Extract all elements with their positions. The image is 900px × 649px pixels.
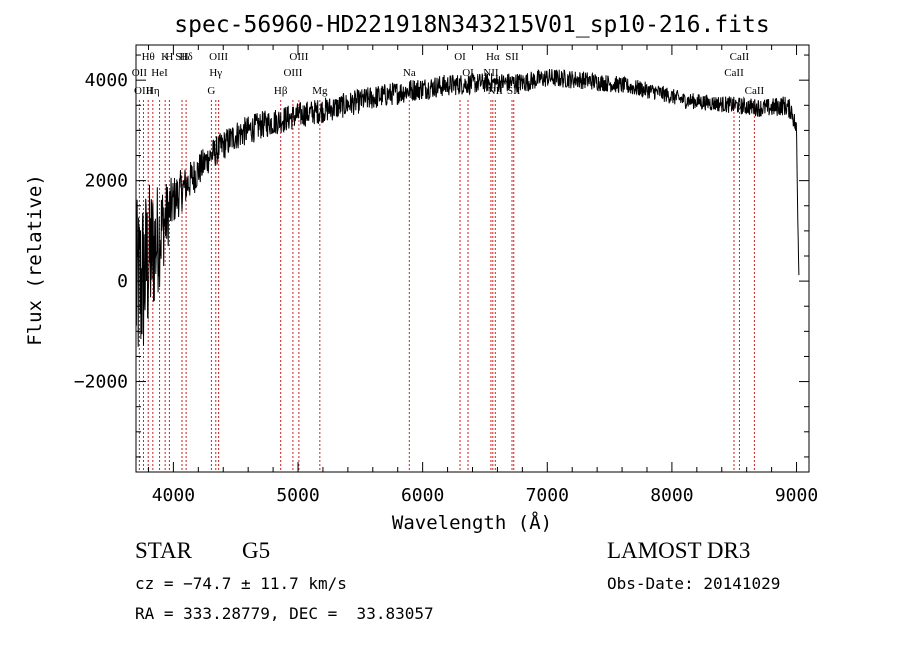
y-tick-label: 0 xyxy=(117,271,128,292)
line-marker-label: OIII xyxy=(209,51,228,63)
line-marker-label: CaII xyxy=(730,51,750,63)
line-marker-label: SII xyxy=(175,51,189,63)
line-marker-label: Hθ xyxy=(142,51,155,63)
line-marker-label: SII xyxy=(505,51,519,63)
x-tick-label: 6000 xyxy=(401,485,444,506)
y-axis-label: Flux (relative) xyxy=(24,174,46,346)
y-axis: −2000 0 2000 4000 xyxy=(74,54,809,458)
line-marker-label: Mg xyxy=(312,85,328,97)
y-tick-label: 4000 xyxy=(85,70,128,91)
x-tick-label: 9000 xyxy=(775,485,818,506)
redshift-text: cz = −74.7 ± 11.7 km/s xyxy=(135,574,347,593)
line-marker-label: CaII xyxy=(724,67,744,79)
line-marker-label: Hα xyxy=(486,51,500,63)
line-marker-label: OIII xyxy=(289,51,308,63)
line-marker-label: OIII xyxy=(134,85,153,97)
line-marker-label: CaII xyxy=(745,85,765,97)
coordinates: RA = 333.28779, DEC = 33.83057 xyxy=(135,604,434,623)
line-marker-label: OIII xyxy=(283,67,302,79)
obs-date: Obs-Date: 20141029 xyxy=(607,574,781,593)
chart-title: spec-56960-HD221918N343215V01_sp10-216.f… xyxy=(174,12,769,38)
line-marker-label: OI xyxy=(462,67,474,79)
x-axis-label: Wavelength (Å) xyxy=(392,511,552,534)
line-marker-label: K xyxy=(161,51,169,63)
plot-frame xyxy=(135,44,810,473)
x-tick-label: 8000 xyxy=(650,485,693,506)
spectrum-line xyxy=(135,68,800,347)
x-axis: 4000 5000 6000 7000 8000 9000 xyxy=(147,45,818,506)
line-marker-label: Hη xyxy=(146,85,160,97)
line-marker-label: OI xyxy=(454,51,466,63)
line-marker-label: Na xyxy=(403,67,416,79)
x-tick-label: 7000 xyxy=(526,485,569,506)
object-class: STAR xyxy=(135,538,192,563)
subclass: G5 xyxy=(242,538,271,563)
line-marker-label: G xyxy=(207,85,215,97)
line-marker-label: Hβ xyxy=(274,85,288,97)
spectrum-layer xyxy=(135,68,800,347)
x-tick-label: 5000 xyxy=(276,485,319,506)
y-tick-label: 2000 xyxy=(85,171,128,192)
line-marker-label: H xyxy=(165,51,173,63)
line-marker-label: Hγ xyxy=(209,67,222,79)
y-tick-label: −2000 xyxy=(74,372,128,393)
line-marker-label: HeI xyxy=(151,67,168,79)
x-tick-label: 4000 xyxy=(152,485,195,506)
line-marker-label: Hδ xyxy=(180,51,193,63)
line-marker-label: OII xyxy=(132,67,148,79)
survey-name: LAMOST DR3 xyxy=(607,538,751,563)
